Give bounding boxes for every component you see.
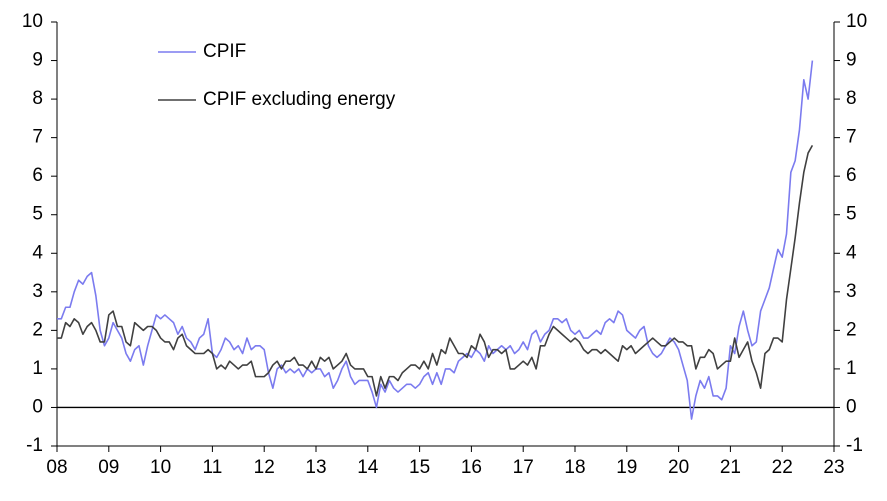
x-tick-label: 16 <box>461 457 482 478</box>
y-tick-label: 1 <box>32 358 43 379</box>
x-tick-label: 12 <box>254 457 275 478</box>
y-tick-label: 3 <box>32 281 43 302</box>
y-tick-label: 4 <box>32 242 43 263</box>
y2-tick-label: 1 <box>846 358 857 379</box>
x-tick-label: 11 <box>203 457 223 478</box>
legend-label: CPIF excluding energy <box>203 89 396 110</box>
y-tick-label: 8 <box>32 88 43 109</box>
x-tick-label: 14 <box>357 457 379 478</box>
x-tick-label: 21 <box>720 457 741 478</box>
x-tick-label: 19 <box>616 457 637 478</box>
y2-tick-label: 6 <box>846 165 857 186</box>
x-tick-label: 23 <box>823 457 844 478</box>
x-tick-label: 20 <box>668 457 689 478</box>
y-tick-label: 7 <box>32 127 43 148</box>
series-line <box>57 60 814 420</box>
y2-tick-label: -1 <box>846 435 863 456</box>
legend-label: CPIF <box>203 41 246 62</box>
y2-tick-label: 7 <box>846 127 857 148</box>
y2-tick-label: 5 <box>846 204 857 225</box>
x-tick-label: 09 <box>98 457 119 478</box>
x-tick-label: 17 <box>513 457 534 478</box>
y2-tick-label: 8 <box>846 88 857 109</box>
x-tick-label: 10 <box>150 457 171 478</box>
y2-tick-label: 3 <box>846 281 857 302</box>
x-tick-label: 22 <box>772 457 793 478</box>
y-tick-label: 9 <box>32 50 43 71</box>
y-tick-label: 0 <box>32 396 43 417</box>
y2-tick-label: 0 <box>846 396 857 417</box>
y2-tick-label: 4 <box>846 242 857 263</box>
series-line <box>57 144 814 397</box>
y-tick-label: 10 <box>22 11 43 32</box>
y2-tick-label: 2 <box>846 319 857 340</box>
y-tick-label: 5 <box>32 204 43 225</box>
x-tick-label: 15 <box>409 457 430 478</box>
x-tick-label: 18 <box>564 457 585 478</box>
x-tick-label: 13 <box>305 457 326 478</box>
y-tick-label: -1 <box>26 435 43 456</box>
y2-tick-label: 10 <box>846 11 867 32</box>
x-tick-label: 08 <box>46 457 67 478</box>
y-tick-label: 2 <box>32 319 43 340</box>
y-tick-label: 6 <box>32 165 43 186</box>
y2-tick-label: 9 <box>846 50 857 71</box>
